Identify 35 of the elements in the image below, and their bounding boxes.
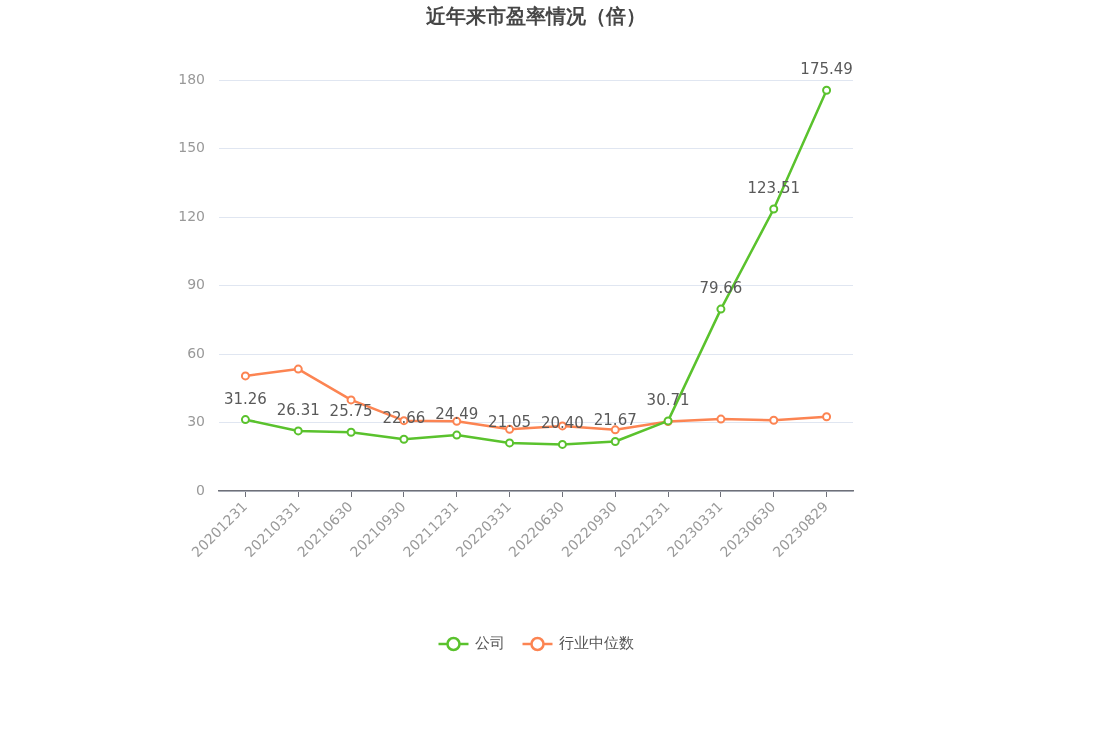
chart-title: 近年来市盈率情况（倍）: [425, 4, 646, 29]
point: [293, 426, 303, 436]
y-tick-label: 90: [187, 276, 205, 293]
point: [769, 204, 779, 214]
data-label: 175.49: [800, 60, 853, 79]
point: [346, 395, 356, 405]
data-label: 26.31: [276, 400, 320, 419]
data-label: 25.75: [329, 402, 373, 421]
point: [716, 304, 726, 314]
point: [452, 430, 462, 440]
point: [505, 438, 515, 448]
y-tick-label: 180: [178, 70, 205, 87]
data-label: 21.67: [593, 411, 637, 430]
data-label: 21.05: [488, 412, 532, 431]
point: [346, 427, 356, 437]
point: [822, 412, 832, 422]
y-tick-label: 30: [187, 413, 205, 430]
point: [399, 434, 409, 444]
legend-label: 行业中位数: [558, 633, 634, 652]
data-label: 24.49: [435, 404, 479, 423]
point: [293, 364, 303, 374]
y-tick-label: 120: [178, 207, 205, 224]
point: [240, 415, 250, 425]
point: [557, 439, 567, 449]
point: [240, 371, 250, 381]
point: [822, 85, 832, 95]
data-label: 31.26: [223, 389, 267, 408]
y-tick-label: 60: [187, 344, 205, 361]
point: [769, 415, 779, 425]
y-tick-label: 0: [196, 481, 205, 498]
point: [610, 425, 620, 435]
point: [610, 437, 620, 447]
legend-label: 公司: [474, 633, 505, 652]
point: [716, 414, 726, 424]
y-tick-label: 150: [178, 139, 205, 156]
